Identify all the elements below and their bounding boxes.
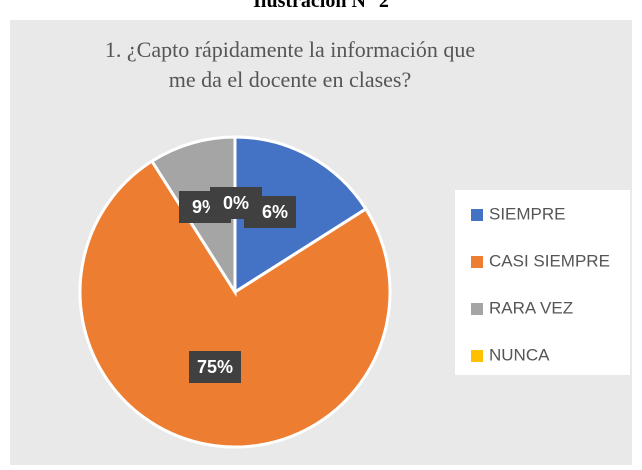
legend-label: SIEMPRE [489, 204, 566, 223]
legend-label: NUNCA [489, 345, 550, 364]
data-label-bg [210, 187, 262, 219]
heading: Ilustración N° 2 [253, 0, 389, 12]
chart-title: 1. ¿Capto rápidamente la información que… [104, 37, 476, 92]
data-label: 75% [197, 357, 233, 377]
legend-marker [471, 350, 483, 362]
legend-marker [471, 256, 483, 268]
legend-marker [471, 209, 483, 221]
pie-slice [78, 159, 392, 449]
data-label: 0% [223, 193, 249, 213]
pie-slice [233, 135, 368, 295]
legend-label: RARA VEZ [489, 298, 573, 317]
legend-box [455, 190, 630, 375]
data-label-bg [189, 351, 241, 383]
legend-marker [471, 303, 483, 315]
legend-label: CASI SIEMPRE [489, 251, 610, 270]
